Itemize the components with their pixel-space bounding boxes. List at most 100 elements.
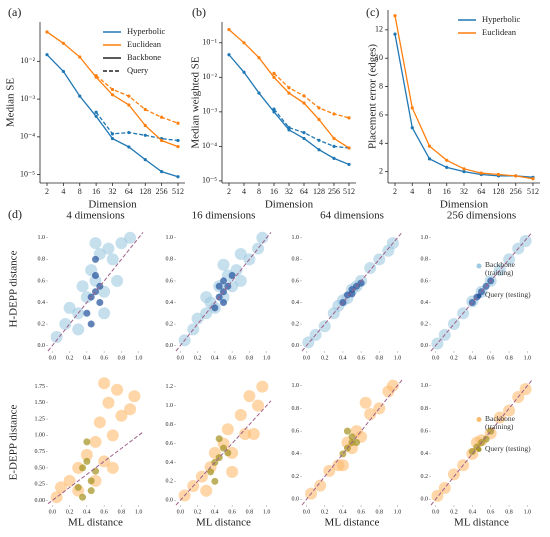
y-tick-label: 8 [379,81,383,90]
y-axis-label: Median SE [5,78,17,127]
x-tick-label: 32 [460,187,468,196]
column-title: 64 dimensions [320,210,384,222]
point-marker [287,128,291,132]
query-point [353,439,361,446]
backbone-point [98,377,111,390]
x-axis-label: Dimension [88,199,137,211]
identity-line [47,232,144,352]
x-tick-label: 256 [156,187,168,196]
legend-marker [476,263,482,269]
y-tick-label: 0.0 [38,343,46,349]
x-tick-label: 0.2 [450,509,458,515]
point-marker [110,87,115,92]
point-marker [479,171,483,175]
point-marker [127,145,131,149]
y-tick-label: 0.6 [421,278,429,284]
query-point [220,444,227,452]
x-tick-label: 8 [78,187,82,196]
point-marker [176,145,180,149]
y-tick-label: 0.8 [292,406,300,412]
backbone-point [364,408,377,421]
backbone-point [503,404,516,417]
y-tick-label: 0.2 [166,479,174,485]
backbone-point [50,491,63,504]
x-tick-label: 32 [285,187,293,196]
query-point [87,487,95,495]
point-marker [160,115,164,119]
y-tick-label: 1.50 [35,400,46,406]
backbone-point [124,403,137,416]
x-tick-label: 0.6 [357,509,365,515]
point-marker [176,138,180,143]
point-marker [347,146,351,150]
x-tick-label: 0.6 [228,355,236,361]
query-point [357,279,365,287]
y-tick-label: 1.75 [35,384,46,390]
y-axis-label: Median weighted SE [190,56,202,149]
y-tick-label: 1.0 [166,235,174,241]
x-tick-label: 2 [227,187,231,196]
y-tick-label: 2 [379,166,383,175]
backbone-point [72,323,85,336]
x-tick-label: 0.4 [211,509,219,515]
x-tick-label: 64 [477,187,485,196]
point-marker [272,75,276,79]
x-tick-label: 1.0 [524,355,532,361]
point-marker [462,167,466,171]
point-marker [287,91,291,95]
point-marker [94,114,98,118]
point-marker [143,123,147,128]
y-tick-label: 10⁻⁵ [202,176,217,185]
panel-label: (c) [366,5,379,19]
query-line [273,72,350,119]
point-marker [143,133,147,137]
x-tick-label: 0.6 [100,355,108,361]
x-tick-label: 0.0 [49,509,57,515]
backbone-point [493,411,506,424]
backbone-point [54,481,67,494]
point-marker [287,125,291,130]
y-tick-label: 10⁻² [20,56,35,65]
x-axis-label: ML distance [454,517,509,529]
panel-label: (a) [8,5,21,19]
x-tick-label: 0.2 [450,355,458,361]
backbone-point [128,390,141,403]
backbone-point [447,318,460,331]
backbone-point [115,409,128,422]
x-tick-label: 0.6 [100,509,108,515]
point-marker [160,138,164,143]
query-point [79,464,87,472]
x-tick-label: 0.8 [376,355,384,361]
backbone-point [359,396,372,409]
point-marker [332,144,336,148]
y-tick-label: 0.2 [166,321,174,327]
y-tick-label: 1.0 [421,383,429,389]
point-marker [445,165,449,170]
backbone-point [50,330,63,343]
point-marker [257,91,261,95]
y-axis-label: E-DEPP distance [8,405,20,481]
backbone-point [89,435,102,448]
x-tick-label: 128 [139,187,151,196]
y-tick-label: 0.00 [35,498,46,504]
query-point [468,448,476,456]
y-tick-label: 10⁻³ [202,107,217,116]
y-tick-label: 10⁻³ [20,94,35,103]
point-marker [347,162,351,167]
backbone-point [519,383,532,396]
y-tick-label: 1.0 [38,235,46,241]
y-tick-label: 0.2 [421,321,429,327]
point-marker [227,53,231,57]
x-tick-label: 0.4 [469,355,477,361]
y-tick-label: 0.50 [35,465,46,471]
point-marker [143,157,147,162]
y-tick-label: 0.6 [166,278,174,284]
x-tick-label: 128 [313,187,325,196]
y-tick-label: 0.8 [166,422,174,428]
y-tick-label: 0.8 [421,257,429,263]
query-line [95,75,179,124]
x-tick-label: 16 [443,187,451,196]
backbone-point [217,258,230,271]
x-axis-label: Dimension [440,199,489,211]
y-tick-label: 0.0 [166,498,174,504]
